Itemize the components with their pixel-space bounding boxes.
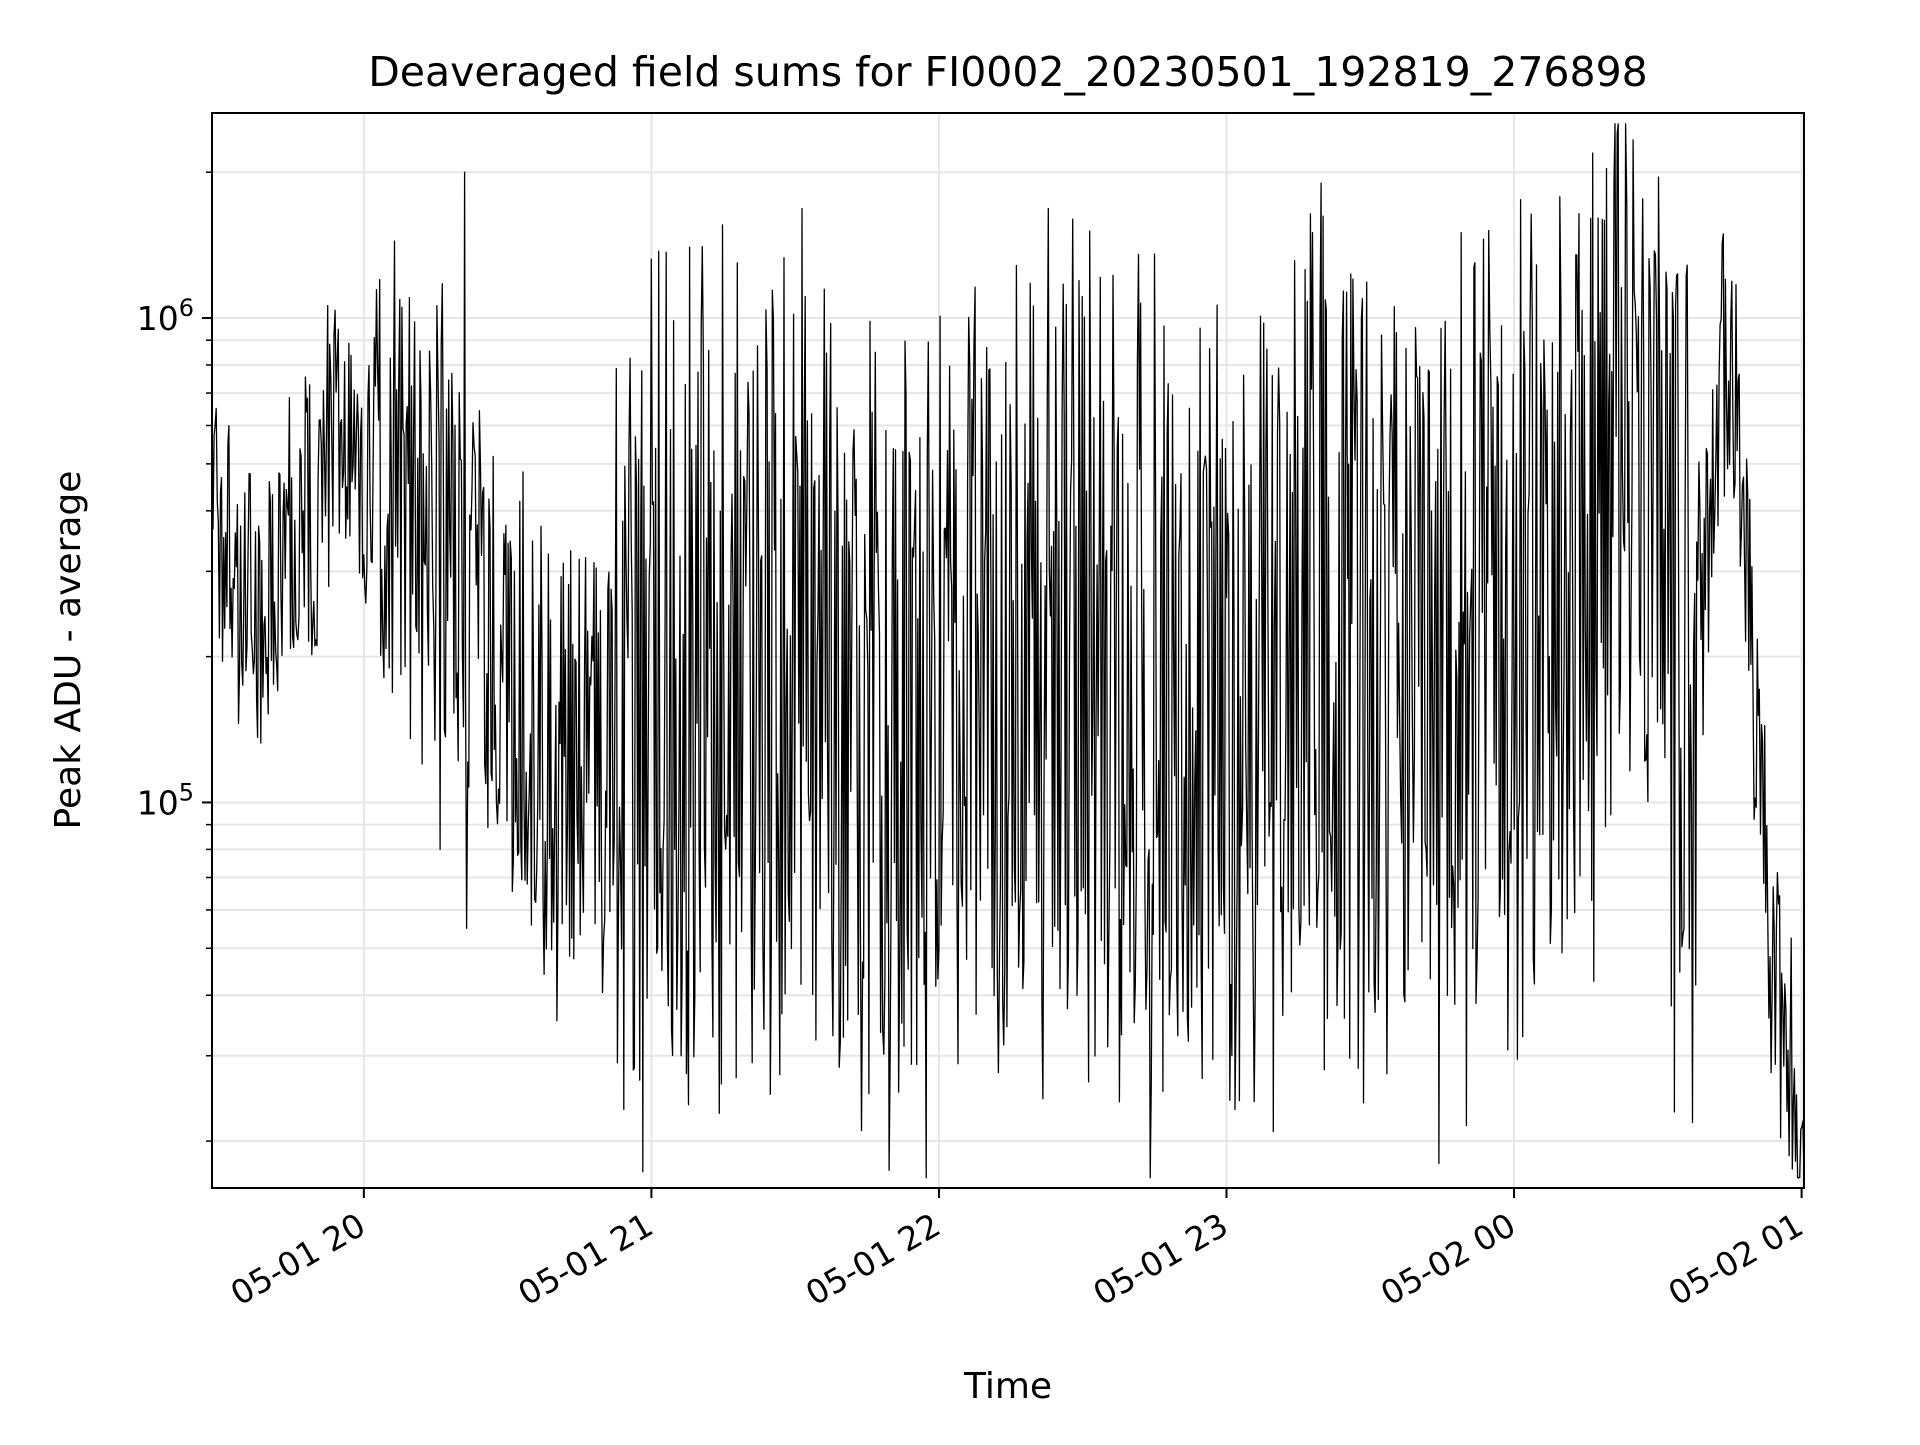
- x-axis-label: Time: [963, 1366, 1052, 1407]
- series-line: [211, 123, 1805, 1179]
- y-tick-exponent: 6: [179, 294, 194, 322]
- plot-frame: [211, 112, 1805, 1189]
- series-layer: [211, 123, 1805, 1179]
- y-tick-exponent: 5: [179, 778, 194, 806]
- y-tick-label: 106: [137, 294, 194, 338]
- y-tick-base: 10: [137, 783, 179, 822]
- chart-title: Deaveraged field sums for FI0002_2023050…: [368, 48, 1648, 96]
- y-tick-label: 105: [137, 778, 194, 822]
- y-axis-label: Peak ADU - average: [48, 471, 89, 830]
- y-tick-base: 10: [137, 299, 179, 338]
